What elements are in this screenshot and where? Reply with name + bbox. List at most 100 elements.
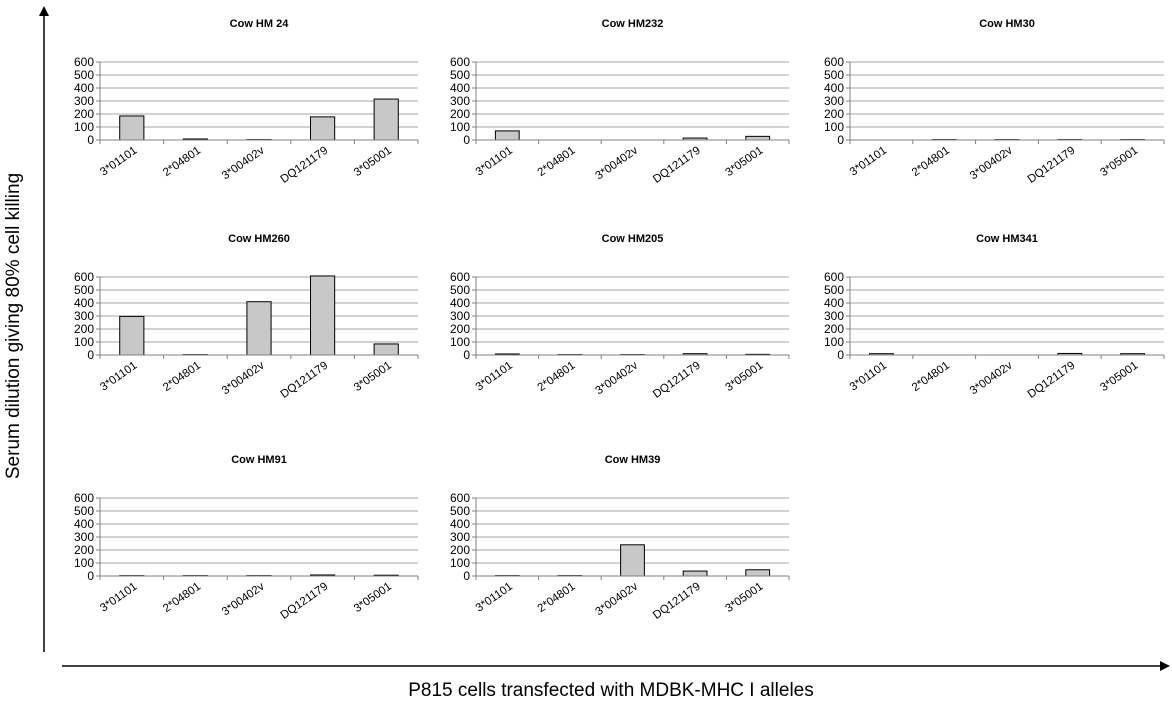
y-tick-label: 400 xyxy=(450,517,470,531)
category-label: 2*04801 xyxy=(161,581,203,615)
category-label: 3*01101 xyxy=(474,145,515,179)
category-label: 3*00402v xyxy=(968,359,1015,397)
category-label: DQ121179 xyxy=(651,145,703,186)
y-tick-label: 600 xyxy=(74,55,94,69)
y-tick-label: 200 xyxy=(74,543,94,557)
y-tick-label: 300 xyxy=(450,530,470,544)
category-label: 3*00402v xyxy=(968,144,1015,182)
y-tick-label: 100 xyxy=(450,335,470,349)
category-label: 3*00402v xyxy=(594,144,641,182)
y-tick-label: 500 xyxy=(450,504,470,518)
category-label: 3*05001 xyxy=(1098,145,1140,179)
y-tick-label: 200 xyxy=(450,107,470,121)
y-tick-label: 0 xyxy=(463,133,470,147)
figure-y-axis-title: Serum dilution giving 80% cell killing xyxy=(3,173,24,479)
y-tick-label: 200 xyxy=(824,107,844,121)
category-label: 2*04801 xyxy=(910,145,952,179)
bar xyxy=(745,569,771,577)
category-label: DQ121179 xyxy=(279,581,331,622)
panel-title: Cow HM205 xyxy=(602,233,664,245)
y-tick-label: 500 xyxy=(74,68,94,82)
panel-title: Cow HM39 xyxy=(605,454,661,466)
bar xyxy=(745,135,771,141)
y-tick-label: 100 xyxy=(74,120,94,134)
category-label: 3*00402v xyxy=(220,359,267,397)
category-label: DQ121179 xyxy=(279,360,331,401)
bar xyxy=(119,315,145,356)
y-tick-label: 0 xyxy=(837,133,844,147)
category-label: 3*01101 xyxy=(848,360,889,394)
category-label: 3*00402v xyxy=(594,580,641,618)
y-tick-label: 100 xyxy=(450,120,470,134)
y-tick-label: 100 xyxy=(74,556,94,570)
bar xyxy=(310,116,336,141)
category-label: 3*01101 xyxy=(848,145,889,179)
y-tick-label: 200 xyxy=(450,322,470,336)
y-tick-label: 0 xyxy=(837,348,844,362)
category-label: DQ121179 xyxy=(279,145,331,186)
y-tick-label: 100 xyxy=(824,120,844,134)
bar xyxy=(246,301,272,356)
y-tick-label: 0 xyxy=(87,348,94,362)
category-label: 3*01101 xyxy=(98,145,139,179)
category-label: DQ121179 xyxy=(651,360,703,401)
bar xyxy=(119,115,145,141)
category-label: 3*05001 xyxy=(352,360,394,394)
bar xyxy=(682,570,708,577)
y-tick-label: 300 xyxy=(450,94,470,108)
figure-x-axis-title: P815 cells transfected with MDBK-MHC I a… xyxy=(408,680,813,701)
y-tick-label: 100 xyxy=(450,556,470,570)
category-label: 2*04801 xyxy=(910,360,952,394)
category-label: 2*04801 xyxy=(536,145,578,179)
y-tick-label: 500 xyxy=(74,283,94,297)
y-tick-label: 500 xyxy=(450,68,470,82)
y-tick-label: 300 xyxy=(824,309,844,323)
y-tick-label: 600 xyxy=(74,491,94,505)
y-tick-label: 400 xyxy=(74,517,94,531)
category-label: 3*05001 xyxy=(1098,360,1140,394)
panel-title: Cow HM91 xyxy=(231,454,287,466)
y-tick-label: 300 xyxy=(74,530,94,544)
bar xyxy=(310,275,336,356)
y-tick-label: 100 xyxy=(74,335,94,349)
y-tick-label: 200 xyxy=(824,322,844,336)
panel-title: Cow HM260 xyxy=(228,233,290,245)
category-label: 3*00402v xyxy=(594,359,641,397)
bar xyxy=(373,98,399,141)
category-label: 2*04801 xyxy=(536,581,578,615)
y-tick-label: 100 xyxy=(824,335,844,349)
panel-title: Cow HM 24 xyxy=(230,18,290,30)
y-tick-label: 400 xyxy=(450,81,470,95)
y-tick-label: 0 xyxy=(87,133,94,147)
y-tick-label: 600 xyxy=(824,270,844,284)
category-label: DQ121179 xyxy=(1026,360,1078,401)
category-label: 3*01101 xyxy=(98,360,139,394)
category-label: 3*01101 xyxy=(474,581,515,615)
category-label: 2*04801 xyxy=(161,360,203,394)
y-tick-label: 500 xyxy=(74,504,94,518)
y-tick-label: 400 xyxy=(450,296,470,310)
y-tick-label: 200 xyxy=(450,543,470,557)
y-tick-label: 0 xyxy=(463,569,470,583)
y-tick-label: 600 xyxy=(74,270,94,284)
category-label: 2*04801 xyxy=(536,360,578,394)
bar xyxy=(494,130,520,141)
category-label: 3*00402v xyxy=(220,144,267,182)
y-tick-label: 500 xyxy=(824,283,844,297)
category-label: 2*04801 xyxy=(161,145,203,179)
y-tick-label: 600 xyxy=(824,55,844,69)
category-label: DQ121179 xyxy=(1026,145,1078,186)
category-label: 3*05001 xyxy=(352,145,394,179)
y-tick-label: 600 xyxy=(450,491,470,505)
y-tick-label: 0 xyxy=(87,569,94,583)
